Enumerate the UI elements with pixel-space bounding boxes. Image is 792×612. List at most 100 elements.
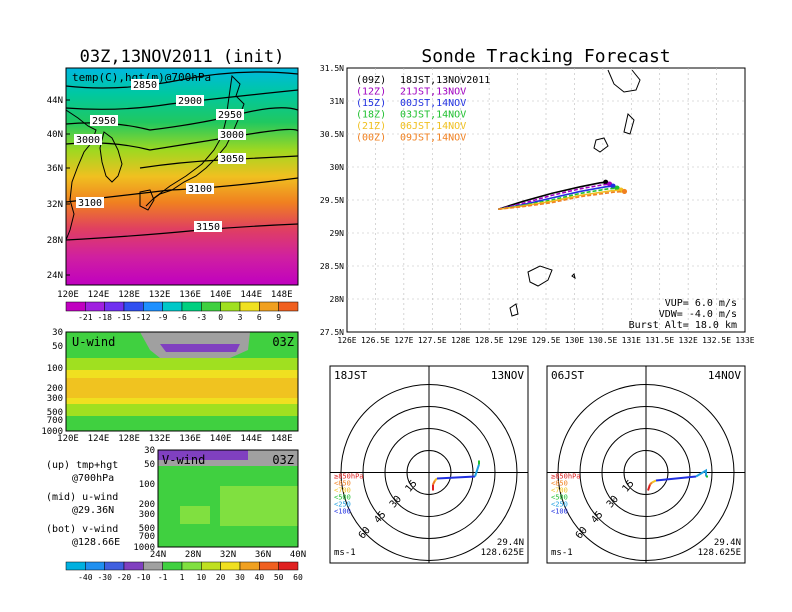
map-y-tick: 36N xyxy=(47,164,63,174)
temp-colorbar-swatch xyxy=(220,301,241,312)
track-y-tick: 29N xyxy=(330,229,345,238)
wind-colorbar-swatch xyxy=(85,561,105,571)
hodograph-trace xyxy=(434,477,438,482)
wind-colorbar-label: -40 xyxy=(78,573,93,582)
map-y-tick: 44N xyxy=(47,96,63,106)
contour-label: 2950 xyxy=(92,116,116,127)
contour-label-bg xyxy=(218,129,246,140)
wind-colorbar-label: 20 xyxy=(216,573,226,582)
contour-label: 3000 xyxy=(76,135,100,146)
v-wind-x-axis: 24N 28N 32N 36N 40N xyxy=(150,550,306,560)
temp-colorbar-label: -3 xyxy=(197,313,207,322)
legend-note-line1: (up) tmp+hgt xyxy=(46,460,118,471)
track-x-tick: 132.5E xyxy=(702,336,731,345)
hodograph-level-label: <250 xyxy=(334,501,351,509)
track-endpoint xyxy=(603,179,609,185)
track-y-axis: 31.5N 31N 30.5N 30N 29.5N 29N 28.5N 28N 27.5N xyxy=(320,64,344,337)
legend-note-line1: (bot) v-wind xyxy=(46,524,118,535)
u-wind-x-tick: 140E xyxy=(210,434,232,444)
wind-colorbar-label: -10 xyxy=(136,573,151,582)
track-legend-text: 06JST,14NOV xyxy=(400,121,466,132)
map-field-label: temp(C),hgt(m)@700hPa xyxy=(72,71,211,84)
temp-colorbar-label: -18 xyxy=(97,313,112,322)
u-wind-x-tick: 136E xyxy=(179,434,201,444)
track-y-tick: 27.5N xyxy=(320,328,344,337)
legend-note-line1: (mid) u-wind xyxy=(46,492,118,503)
wind-colorbar-swatch xyxy=(65,561,86,571)
contour-labels: 2850 2900 2950 2950 3000 3000 3050 3100 3100 3150 xyxy=(74,79,246,233)
u-wind-x-tick: 148E xyxy=(271,434,293,444)
map-y-tick: 40N xyxy=(47,130,63,140)
u-wind-x-tick: 144E xyxy=(240,434,262,444)
wind-colorbar-swatch xyxy=(220,561,241,571)
track-line xyxy=(498,183,610,211)
track-line xyxy=(498,190,625,211)
contour-label: 3150 xyxy=(196,222,220,233)
temp-colorbar-label: 3 xyxy=(238,313,243,322)
temp-colorbar-label: -9 xyxy=(158,313,168,322)
track-legend-code: (09Z) xyxy=(356,75,386,86)
hodograph-date: 14NOV xyxy=(708,369,741,382)
track-legend-text: 03JST,14NOV xyxy=(400,110,466,121)
u-wind-x-tick: 124E xyxy=(88,434,110,444)
track-param: Burst Alt= 18.0 km xyxy=(629,320,737,331)
temp-colorbar-swatch xyxy=(239,301,260,312)
wind-colorbar-swatch xyxy=(278,561,299,571)
wind-colorbar-swatch xyxy=(201,561,221,571)
temp-colorbar-swatch xyxy=(123,301,144,312)
track-x-tick: 126.5E xyxy=(361,336,390,345)
map-y-tick: 24N xyxy=(47,271,63,281)
hodograph-right: 06JST 14NOV15304560≥850hPa<850<700<500<25… xyxy=(546,365,746,564)
track-legend-text: 18JST,13NOV2011 xyxy=(400,75,490,86)
map-x-tick: 144E xyxy=(240,290,262,300)
contour-label: 3000 xyxy=(220,130,244,141)
hodograph-level-label: <500 xyxy=(551,494,568,502)
hodograph-level-label: ≥850hPa xyxy=(551,473,581,481)
v-wind-time: 03Z xyxy=(272,453,294,467)
track-endpoint xyxy=(614,185,620,191)
contour-label-bg xyxy=(218,153,246,164)
track-y-tick: 29.5N xyxy=(320,196,344,205)
track-y-tick: 28N xyxy=(330,295,345,304)
map-y-axis: 44N 40N 36N 32N 28N 24N xyxy=(47,96,70,281)
hodograph-level-label: <850 xyxy=(334,480,351,488)
map-x-tick: 136E xyxy=(179,290,201,300)
track-legend-code: (21Z) xyxy=(356,121,386,132)
track-legend-code: (12Z) xyxy=(356,87,386,98)
map-x-tick: 128E xyxy=(118,290,140,300)
map-x-axis: 120E 124E 128E 132E 136E 140E 144E 148E xyxy=(57,290,292,300)
map-y-tick: 32N xyxy=(47,200,63,210)
temp-colorbar-swatch xyxy=(85,301,105,312)
track-x-tick: 131.5E xyxy=(645,336,674,345)
contour-label-bg xyxy=(216,109,244,120)
track-legend-code: (15Z) xyxy=(356,98,386,109)
wind-colorbar-label: 60 xyxy=(293,573,303,582)
hodograph-unit: ms-1 xyxy=(334,548,356,558)
hodograph-level-label: <700 xyxy=(551,487,568,495)
v-wind-x-tick: 40N xyxy=(290,550,306,560)
track-x-tick: 128E xyxy=(451,336,470,345)
hodograph-trace xyxy=(436,475,476,480)
u-wind-y-tick: 700 xyxy=(47,416,63,426)
track-y-tick: 31.5N xyxy=(320,64,344,73)
v-wind-x-tick: 32N xyxy=(220,550,236,560)
hodograph-trace xyxy=(651,479,657,484)
track-y-tick: 30.5N xyxy=(320,130,344,139)
wind-colorbar-swatch xyxy=(239,561,260,571)
contour-label-bg xyxy=(131,79,159,90)
u-wind-time: 03Z xyxy=(272,335,294,349)
u-wind-y-tick: 200 xyxy=(47,384,63,394)
map-x-tick: 132E xyxy=(149,290,171,300)
coastline-tokunoshima xyxy=(509,303,519,317)
u-wind-x-tick: 120E xyxy=(57,434,79,444)
contour-label: 3050 xyxy=(220,154,244,165)
temp-colorbar-swatch xyxy=(143,301,163,312)
coastline-kyushu-tip xyxy=(607,69,641,93)
u-wind-y-tick: 100 xyxy=(47,364,63,374)
track-panel: 31.5N 31N 30.5N 30N 29.5N 29N 28.5N 28N 27.5N 12… xyxy=(320,64,755,345)
temp-colorbar-swatch xyxy=(65,301,86,312)
wind-colorbar-label: 40 xyxy=(255,573,265,582)
wind-colorbar-label: 10 xyxy=(197,573,207,582)
hodograph-level-label: <100 xyxy=(551,508,568,516)
